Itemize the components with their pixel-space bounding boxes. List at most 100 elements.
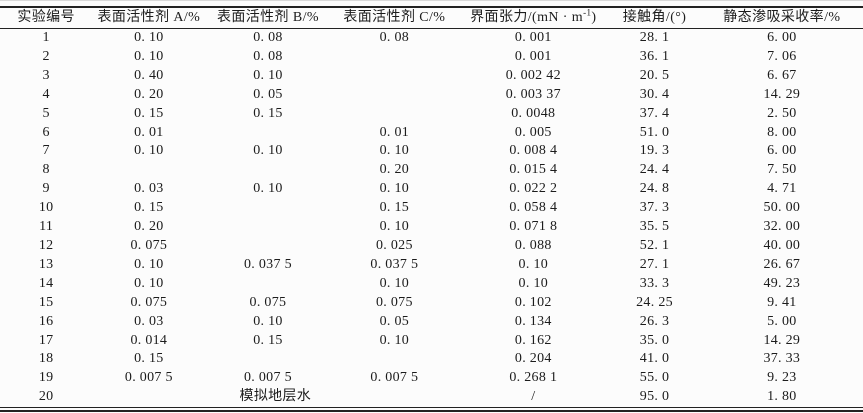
cell-surfactant-c xyxy=(331,48,459,67)
cell-static-recovery: 2. 50 xyxy=(767,105,797,121)
cell-contact-angle: 19. 3 xyxy=(639,143,670,159)
cell-static-recovery: 37. 33 xyxy=(763,351,801,367)
table-row: 6 0. 01 0. 01 0. 005 51. 0 8. 00 xyxy=(0,124,863,143)
cell-contact-angle: 24. 25 xyxy=(636,294,673,310)
cell-surfactant-b: 0. 037 5 xyxy=(243,256,292,272)
cell-experiment-no: 19 xyxy=(38,370,54,386)
cell-experiment-no: 3 xyxy=(42,67,50,83)
table-row: 17 0. 014 0. 15 0. 10 0. 162 35. 0 14. 29 xyxy=(0,332,863,351)
cell-surfactant-a: 0. 40 xyxy=(134,67,164,83)
cell-interfacial-tension: 0. 10 xyxy=(518,275,549,291)
cell-contact-angle: 95. 0 xyxy=(639,389,670,405)
cell-static-recovery: 32. 00 xyxy=(763,219,801,235)
cell-static-recovery: 50. 00 xyxy=(763,200,801,216)
table-row: 19 0. 007 5 0. 007 5 0. 007 5 0. 268 1 55. 0 9… xyxy=(0,369,863,388)
cell-surfactant-c: 0. 08 xyxy=(379,30,410,45)
cell-contact-angle: 35. 5 xyxy=(639,219,670,235)
cell-surfactant-b xyxy=(205,350,330,369)
cell-contact-angle: 20. 5 xyxy=(639,67,670,83)
cell-surfactant-a: 0. 20 xyxy=(134,219,164,235)
column-header-interfacial-tension: 界面张力/(mN · m-1) xyxy=(458,7,609,29)
column-header-surfactant-c: 表面活性剂 C/% xyxy=(330,7,459,29)
cell-contact-angle: 27. 1 xyxy=(639,256,670,272)
cell-surfactant-a: 0. 15 xyxy=(134,105,164,121)
cell-surfactant-b: 0. 10 xyxy=(253,181,283,197)
cell-static-recovery: 7. 50 xyxy=(767,162,797,178)
cell-surfactant-b: 0. 08 xyxy=(253,30,283,45)
table-row: 7 0. 10 0. 10 0. 10 0. 008 4 19. 3 6. 00 xyxy=(0,142,863,161)
cell-surfactant-a: 0. 10 xyxy=(134,48,164,64)
cell-surfactant-c xyxy=(331,86,459,105)
cell-surfactant-a xyxy=(92,161,205,180)
cell-surfactant-c: 0. 10 xyxy=(379,219,410,235)
cell-experiment-no: 11 xyxy=(39,219,54,235)
cell-experiment-no: 8 xyxy=(42,162,50,178)
cell-surfactant-b: 0. 15 xyxy=(253,105,283,121)
cell-surfactant-a: 0. 10 xyxy=(134,30,164,45)
table-row: 3 0. 40 0. 10 0. 002 42 20. 5 6. 67 xyxy=(0,67,863,86)
cell-static-recovery: 4. 71 xyxy=(767,181,797,197)
cell-static-recovery: 14. 29 xyxy=(763,332,801,348)
cell-surfactant-a: 0. 014 xyxy=(130,332,168,348)
cell-surfactant-b xyxy=(205,161,330,180)
cell-static-recovery: 6. 67 xyxy=(767,67,797,83)
cell-surfactant-c: 0. 15 xyxy=(379,200,410,216)
cell-surfactant-a: 0. 075 xyxy=(130,237,168,253)
cell-interfacial-tension: 0. 0048 xyxy=(511,105,556,121)
cell-surfactant-c: 0. 05 xyxy=(379,313,410,329)
column-header-static-recovery: 静态渗吸采收率/% xyxy=(700,7,863,29)
cell-experiment-no: 4 xyxy=(42,86,50,102)
experiment-data-table: 实验编号 表面活性剂 A/% 表面活性剂 B/% 表面活性剂 C/% 界面张力/(mN … xyxy=(0,6,863,409)
table-row: 10 0. 15 0. 15 0. 058 4 37. 3 50. 00 xyxy=(0,199,863,218)
table-row: 18 0. 15 0. 204 41. 0 37. 33 xyxy=(0,350,863,369)
cell-contact-angle: 28. 1 xyxy=(639,30,670,45)
column-header-surfactant-b: 表面活性剂 B/% xyxy=(205,7,331,29)
cell-interfacial-tension: 0. 088 xyxy=(514,237,552,253)
cell-surfactant-b: 0. 10 xyxy=(253,67,283,83)
cell-experiment-no: 13 xyxy=(38,256,54,272)
cell-interfacial-tension: 0. 071 8 xyxy=(509,219,558,235)
cell-static-recovery: 49. 23 xyxy=(763,275,801,291)
column-header-experiment-no: 实验编号 xyxy=(0,7,93,29)
cell-surfactant-c: 0. 10 xyxy=(379,332,410,348)
cell-surfactant-a: 0. 10 xyxy=(134,256,164,272)
cell-interfacial-tension: 0. 268 1 xyxy=(509,370,558,386)
cell-contact-angle: 52. 1 xyxy=(639,237,670,253)
cell-static-recovery: 8. 00 xyxy=(767,124,797,140)
cell-contact-angle: 36. 1 xyxy=(639,48,670,64)
cell-interfacial-tension: 0. 002 42 xyxy=(505,67,561,83)
cell-surfactant-a: 0. 03 xyxy=(134,181,164,197)
scan-top-edge-line xyxy=(0,0,863,1)
merged-cell-surfactant-a: 模拟地层水 xyxy=(239,389,312,405)
cell-contact-angle: 37. 4 xyxy=(639,105,670,121)
cell-experiment-no: 15 xyxy=(38,294,54,310)
cell-interfacial-tension: 0. 008 4 xyxy=(509,143,558,159)
cell-interfacial-tension: 0. 005 xyxy=(514,124,552,140)
cell-experiment-no: 14 xyxy=(38,275,54,291)
table-row: 4 0. 20 0. 05 0. 003 37 30. 4 14. 29 xyxy=(0,86,863,105)
cell-experiment-no: 10 xyxy=(38,200,54,216)
cell-surfactant-b xyxy=(205,218,330,237)
cell-interfacial-tension: 0. 001 xyxy=(514,48,552,64)
cell-surfactant-b xyxy=(205,275,330,294)
cell-surfactant-c xyxy=(331,105,459,124)
cell-static-recovery: 1. 80 xyxy=(767,389,797,405)
cell-experiment-no: 5 xyxy=(42,105,50,121)
cell-surfactant-c: 0. 01 xyxy=(379,124,410,140)
table-row: 1 0. 10 0. 08 0. 08 0. 001 28. 1 6. 00 xyxy=(0,29,863,48)
cell-surfactant-a: 0. 01 xyxy=(134,124,164,140)
cell-static-recovery: 40. 00 xyxy=(763,237,801,253)
unit-superscript: -1 xyxy=(583,7,592,18)
cell-static-recovery: 5. 00 xyxy=(767,313,797,329)
cell-surfactant-b: 0. 10 xyxy=(253,313,283,329)
cell-contact-angle: 41. 0 xyxy=(639,351,670,367)
cell-experiment-no: 17 xyxy=(38,332,54,348)
table-bottom-rule xyxy=(0,410,863,413)
cell-surfactant-a: 0. 03 xyxy=(134,313,164,329)
cell-surfactant-b xyxy=(205,237,330,256)
cell-experiment-no: 12 xyxy=(38,237,54,253)
cell-static-recovery: 9. 23 xyxy=(767,370,797,386)
cell-interfacial-tension: 0. 001 xyxy=(514,30,552,45)
cell-surfactant-c: 0. 037 5 xyxy=(370,256,419,272)
cell-experiment-no: 18 xyxy=(38,351,54,367)
